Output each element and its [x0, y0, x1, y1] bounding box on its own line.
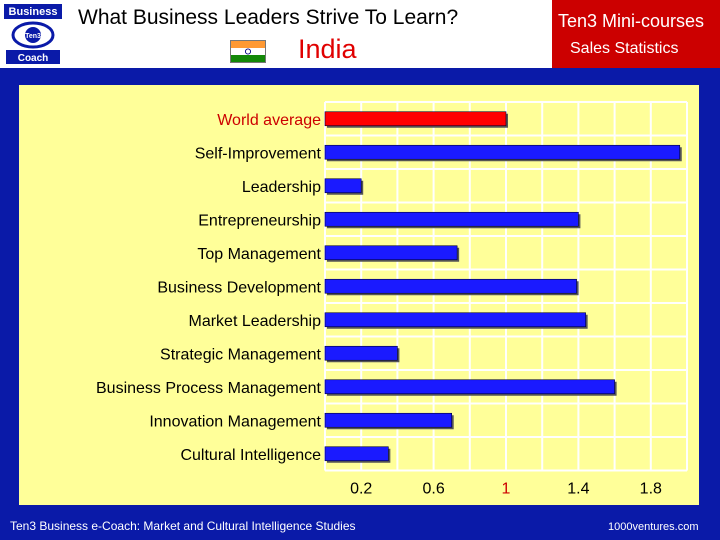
category-label: World average [217, 112, 321, 129]
logo-center-text: Ten3 [25, 33, 41, 40]
x-tick-label: 1 [502, 481, 511, 498]
category-label: Business Development [157, 279, 321, 296]
bar [324, 245, 458, 261]
bar [324, 178, 362, 194]
category-label: Top Management [197, 246, 321, 263]
bar [324, 144, 681, 160]
business-coach-logo: Business Ten3 Coach [2, 2, 64, 66]
x-tick-label: 1.4 [567, 481, 589, 498]
category-label: Market Leadership [188, 313, 321, 330]
category-label: Strategic Management [160, 346, 322, 363]
category-label: Self-Improvement [195, 145, 322, 162]
category-label: Cultural Intelligence [180, 447, 321, 464]
bar [324, 278, 577, 294]
page-title: What Business Leaders Strive To Learn? [78, 6, 459, 29]
header-bar: Business Ten3 Coach What Business Leader… [0, 0, 720, 68]
x-tick-label: 0.6 [422, 481, 444, 498]
category-label: Entrepreneurship [198, 212, 321, 229]
footer-studies-text: Ten3 Business e-Coach: Market and Cultur… [10, 519, 356, 533]
logo-bottom-text: Coach [18, 53, 49, 64]
bar [324, 211, 579, 227]
promo-sales-statistics[interactable]: Sales Statistics [570, 40, 679, 57]
category-label: Leadership [242, 179, 321, 196]
x-tick-label: 1.8 [640, 481, 662, 498]
category-label: Business Process Management [96, 380, 322, 397]
bar [324, 379, 615, 395]
category-label: Innovation Management [149, 413, 321, 430]
promo-box[interactable]: Ten3 Mini-courses Sales Statistics [552, 0, 720, 68]
bar [324, 111, 507, 127]
country-name: India [298, 34, 357, 64]
logo-top-text: Business [9, 6, 58, 18]
promo-mini-courses[interactable]: Ten3 Mini-courses [558, 11, 705, 31]
x-tick-label: 0.2 [350, 481, 372, 498]
bar [324, 446, 389, 462]
india-flag-icon [230, 40, 266, 63]
bar-chart: World average Self-Improvement Leadership E… [96, 101, 688, 498]
bar [324, 312, 586, 328]
bar [324, 412, 452, 428]
bar [324, 345, 398, 361]
footer-website-link[interactable]: 1000ventures.com [608, 521, 699, 533]
